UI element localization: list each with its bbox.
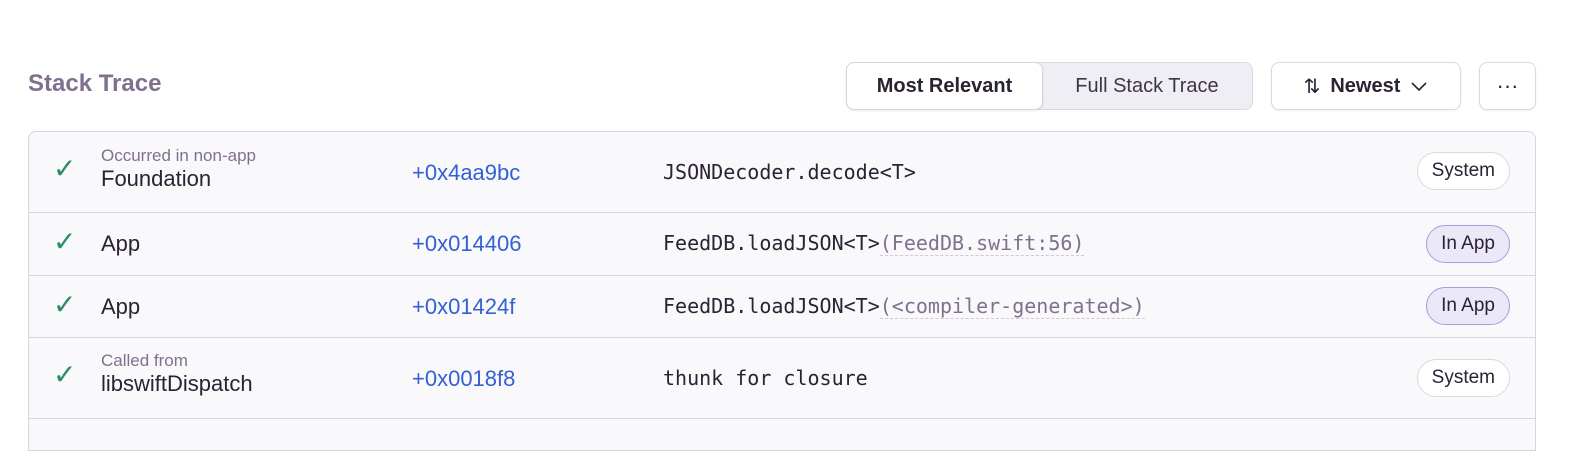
frame-function: FeedDB.loadJSON<T>(<compiler-generated>) (663, 294, 1145, 319)
frame-row[interactable]: ✓ App +0x014406 FeedDB.loadJSON<T>(FeedD… (29, 213, 1535, 276)
more-options-button[interactable]: ··· (1479, 62, 1536, 110)
sort-dropdown[interactable]: ⇅ Newest (1271, 62, 1461, 110)
sort-label: Newest (1330, 74, 1401, 97)
frame-row[interactable]: ✓ Called from libswiftDispatch +0x0018f8 … (29, 338, 1535, 419)
source-location[interactable]: (<compiler-generated>) (879, 294, 1145, 319)
function-name: FeedDB.loadJSON<T> (663, 231, 880, 255)
most-relevant-button[interactable]: Most Relevant (846, 62, 1043, 110)
frame-sublabel: Called from (101, 351, 188, 370)
check-icon: ✓ (53, 289, 77, 320)
full-stack-trace-button[interactable]: Full Stack Trace (1075, 74, 1219, 97)
frame-function: FeedDB.loadJSON<T>(FeedDB.swift:56) (663, 231, 1085, 256)
system-badge: System (1416, 359, 1510, 397)
system-badge: System (1416, 152, 1510, 190)
chevron-down-icon (1411, 82, 1427, 92)
frame-module: App (101, 231, 141, 256)
function-name: FeedDB.loadJSON<T> (663, 294, 880, 318)
frame-address[interactable]: +0x4aa9bc (412, 160, 521, 185)
check-icon: ✓ (53, 226, 77, 257)
frame-function: thunk for closure (663, 366, 868, 390)
frame-module: Foundation (101, 166, 212, 191)
check-icon: ✓ (53, 359, 77, 390)
frame-function: JSONDecoder.decode<T> (663, 160, 916, 184)
source-location[interactable]: (FeedDB.swift:56) (879, 231, 1085, 256)
frame-module: App (101, 294, 141, 319)
stack-frames-table: ✓ Occurred in non-app Foundation +0x4aa9b… (28, 131, 1536, 451)
in-app-badge: In App (1426, 287, 1510, 325)
check-icon: ✓ (53, 153, 77, 184)
frame-row[interactable]: ✓ App +0x01424f FeedDB.loadJSON<T>(<comp… (29, 276, 1535, 338)
section-title: Stack Trace (28, 70, 162, 97)
sort-arrows-icon: ⇅ (1303, 75, 1321, 98)
frame-row[interactable]: ✓ Occurred in non-app Foundation +0x4aa9b… (29, 132, 1535, 213)
view-toggle: Most Relevant Full Stack Trace (846, 62, 1253, 110)
function-name: thunk for closure (663, 366, 868, 390)
function-name: JSONDecoder.decode<T> (663, 160, 916, 184)
frame-address[interactable]: +0x014406 (412, 231, 522, 256)
frame-address[interactable]: +0x0018f8 (412, 366, 516, 391)
frame-sublabel: Occurred in non-app (101, 146, 256, 165)
frame-address[interactable]: +0x01424f (412, 294, 516, 319)
in-app-badge: In App (1426, 225, 1510, 263)
frame-module: libswiftDispatch (101, 371, 253, 396)
